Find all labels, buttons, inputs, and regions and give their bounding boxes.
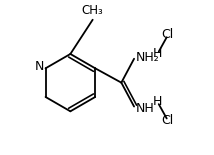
Text: NH: NH — [136, 102, 155, 115]
Text: H: H — [153, 47, 162, 60]
Text: N: N — [35, 60, 44, 73]
Text: CH₃: CH₃ — [82, 4, 104, 17]
Text: H: H — [153, 95, 162, 108]
Text: Cl: Cl — [161, 114, 174, 127]
Text: NH₂: NH₂ — [136, 51, 159, 64]
Text: Cl: Cl — [161, 28, 174, 41]
